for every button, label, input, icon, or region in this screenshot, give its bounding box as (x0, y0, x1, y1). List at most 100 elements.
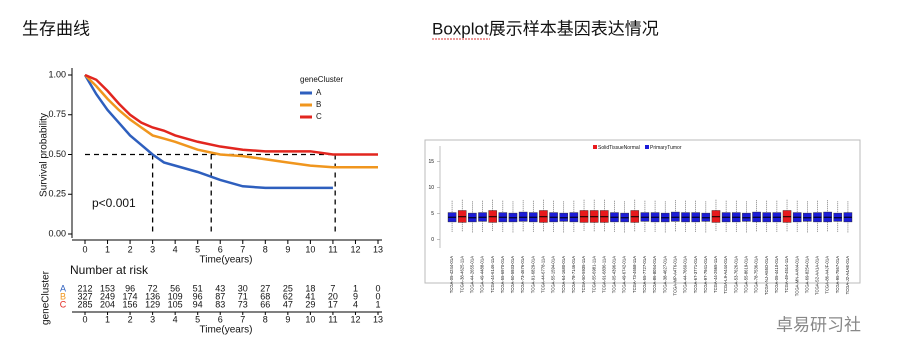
x-tick-label: TCGA-73-4658-11A (632, 256, 637, 293)
x-tick-label: TCGA-95-7567-01A (835, 256, 840, 293)
x-tick-label: TCGA-67-3771-01A (693, 256, 698, 293)
box (833, 212, 843, 222)
x-tick-label: TCGA-50-5933-01A (510, 256, 515, 293)
watermark: 卓易研习社 (776, 315, 861, 334)
legend-label: SolidTissueNormal (598, 145, 640, 151)
risk-count: 1 (375, 299, 380, 309)
y-axis-label: Survival probability (39, 113, 50, 197)
x-tick-label: TCGA-97-7941-01A (703, 256, 708, 293)
risk-x-tick-label: 1 (105, 314, 110, 324)
risk-x-tick-label: 6 (218, 314, 223, 324)
risk-x-tick-label: 5 (195, 314, 200, 324)
y-tick-label: 15 (428, 159, 434, 165)
risk-x-tick-label: 0 (82, 314, 87, 324)
risk-count: 62 (283, 291, 293, 301)
risk-count: 72 (148, 283, 158, 293)
x-tick-label: TCGA-05-4396-01A (612, 256, 617, 293)
risk-count: 327 (77, 291, 92, 301)
x-tick-label: TCGA-S2-AA1A-01A (815, 256, 820, 295)
risk-row-label: B (60, 291, 66, 301)
risk-count: 41 (305, 291, 315, 301)
legend-label: B (316, 100, 321, 109)
x-tick-label: TCGA-44-2655-01A (469, 256, 474, 293)
risk-count: 83 (215, 299, 225, 309)
risk-title: Number at risk (70, 263, 149, 277)
risk-count: 212 (77, 283, 92, 293)
risk-count: 96 (125, 283, 135, 293)
risk-count: 1 (353, 283, 358, 293)
y-tick-label: 0 (431, 237, 434, 243)
x-tick-label: TCGA-86-8054-01A (652, 256, 657, 293)
x-tick-label: TCGA-49-6742-01A (622, 256, 627, 293)
risk-count: 129 (145, 299, 160, 309)
box (701, 212, 711, 222)
survival-curve (84, 73, 378, 156)
risk-count: 29 (305, 299, 315, 309)
x-tick-label: TCGA-55-7727-01A (642, 256, 647, 293)
x-tick-label: TCGA-55-8619-01A (744, 256, 749, 293)
risk-count: 0 (375, 291, 380, 301)
x-tick-label: TCGA-05-4244-01A (449, 256, 454, 293)
x-tick-label: 2 (128, 244, 133, 254)
x-tick-label: TCGA-MN-A4N4-01A (794, 256, 799, 296)
x-tick-label: 8 (263, 244, 268, 254)
risk-count: 20 (328, 291, 338, 301)
risk-count: 249 (100, 291, 115, 301)
risk-row-label: A (60, 283, 66, 293)
risk-x-tick-label: 11 (328, 314, 337, 324)
risk-x-tick-label: 8 (263, 314, 268, 324)
risk-x-axis-label: Time(years) (200, 325, 253, 336)
risk-x-tick-label: 4 (173, 314, 178, 324)
x-tick-label: 7 (240, 244, 245, 254)
risk-count: 18 (305, 283, 315, 293)
x-tick-label: 9 (285, 244, 290, 254)
box (671, 211, 680, 222)
box (518, 211, 528, 222)
x-tick-label: TCGA-50-5935-11A (581, 256, 586, 293)
risk-x-tick-label: 10 (305, 314, 315, 324)
x-tick-label: TCGA-53-7626-01A (733, 256, 738, 293)
risk-count: 66 (260, 299, 270, 309)
risk-count: 17 (328, 299, 338, 309)
risk-count: 7 (330, 283, 335, 293)
risk-count: 174 (123, 291, 138, 301)
x-tick-label: TCGA-91-6836-11A (601, 256, 606, 293)
risk-count: 4 (353, 299, 358, 309)
risk-count: 156 (123, 299, 138, 309)
x-tick-label: 6 (218, 244, 223, 254)
risk-count: 43 (215, 283, 225, 293)
risk-x-tick-label: 9 (285, 314, 290, 324)
risk-count: 30 (238, 283, 248, 293)
risk-ylabel: geneCluster (41, 270, 52, 325)
risk-count: 105 (168, 299, 183, 309)
x-tick-label: 5 (195, 244, 200, 254)
risk-count: 9 (353, 291, 358, 301)
survival-curve (84, 74, 378, 169)
x-tick-label: 4 (173, 244, 178, 254)
y-tick-label: 0.25 (48, 189, 66, 199)
left-title: 生存曲线 (22, 19, 90, 38)
risk-count: 0 (375, 283, 380, 293)
x-tick-label: TCGA-78-7536-01A (754, 256, 759, 293)
risk-count: 27 (260, 283, 270, 293)
x-tick-label: TCGA-L9-A444-01A (723, 256, 728, 294)
x-tick-label: TCGA-44-7660-01A (683, 256, 688, 293)
x-tick-label: TCGA-55-1594-01A (551, 256, 556, 293)
risk-count: 25 (283, 283, 293, 293)
risk-x-tick-label: 3 (150, 314, 155, 324)
x-axis-label: Time(years) (200, 255, 253, 266)
x-tick-label: TCGA-NJ-A55O-01A (764, 256, 769, 295)
x-tick-label: TCGA-44-2665-11A (713, 256, 718, 293)
y-tick-label: 5 (431, 211, 434, 217)
y-tick-label: 0.50 (48, 149, 66, 159)
y-tick-label: 10 (428, 185, 434, 191)
x-tick-label: TCGA-MP-A4T6-01A (672, 256, 677, 296)
y-tick-label: 1.00 (48, 69, 66, 79)
risk-count: 109 (168, 291, 183, 301)
y-tick-label: 0.00 (48, 228, 66, 238)
legend-label: PrimaryTumor (650, 145, 682, 151)
x-tick-label: TCGA-05-4410-01A (774, 256, 779, 293)
p-value: p<0.001 (92, 196, 136, 210)
